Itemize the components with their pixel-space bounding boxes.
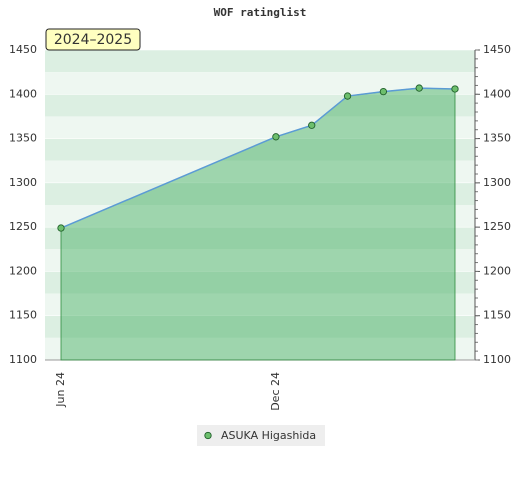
y2-tick-label: 1150: [483, 309, 511, 322]
y2-tick-label: 1200: [483, 264, 511, 277]
stripe: [45, 50, 475, 73]
y-tick-label: 1300: [9, 176, 37, 189]
stripe: [45, 116, 475, 139]
stripe: [45, 315, 475, 338]
y-tick-label: 1350: [9, 132, 37, 145]
point: [415, 84, 423, 92]
x-tick-label: Dec 24: [269, 372, 282, 411]
point: [379, 87, 388, 96]
stripe: [45, 271, 475, 294]
x-tick-label: Jun 24: [54, 372, 67, 408]
y-tick-label: 1200: [9, 264, 37, 277]
y2-tick-label: 1400: [483, 87, 511, 100]
background: [45, 50, 475, 360]
point: [343, 92, 352, 100]
chart-title: WOF ratinglist: [214, 6, 307, 19]
point: [57, 224, 65, 232]
annotation: 2024–2025: [54, 32, 132, 48]
legend-label: ASUKA Higashida: [221, 429, 316, 442]
stripe: [45, 138, 475, 161]
stripe: [45, 72, 475, 95]
annotation-box: [45, 28, 141, 51]
y2-tick-label: 1250: [483, 220, 511, 233]
y2-tick-label: 1300: [483, 176, 511, 189]
stripe: [45, 337, 475, 360]
stripe: [45, 293, 475, 316]
point: [272, 133, 280, 141]
stripe: [45, 160, 475, 183]
point: [308, 121, 316, 129]
stripe: [45, 94, 475, 117]
y-tick-label: 1250: [9, 220, 37, 233]
y-tick-label: 1400: [9, 87, 37, 100]
stripe: [45, 249, 475, 272]
y-tick-label: 1450: [9, 43, 37, 56]
point: [451, 85, 459, 93]
y2-tick-label: 1450: [483, 43, 511, 56]
stripe: [45, 205, 475, 228]
legend-box: [197, 425, 325, 446]
y2-tick-label: 1350: [483, 132, 511, 145]
y2-tick-label: 1100: [483, 353, 511, 366]
legend-marker: [204, 431, 212, 440]
y-tick-label: 1150: [9, 309, 37, 322]
y-tick-label: 1100: [9, 353, 37, 366]
stripe: [45, 227, 475, 250]
